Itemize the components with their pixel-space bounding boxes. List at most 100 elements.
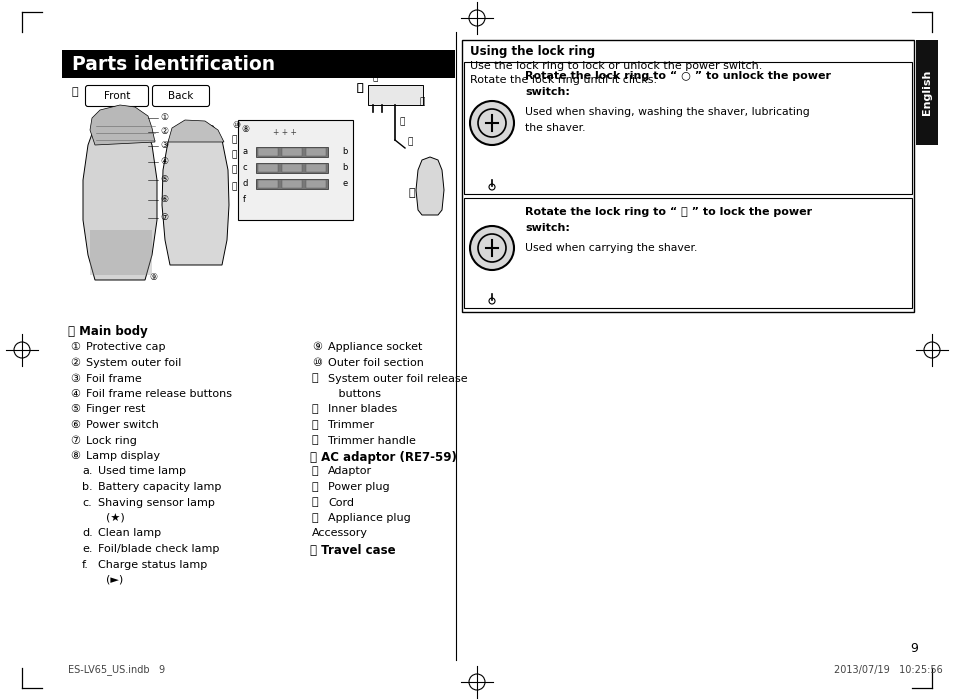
Text: Power plug: Power plug — [328, 482, 389, 492]
Bar — [306, 148, 326, 156]
Text: buttons: buttons — [328, 389, 380, 399]
Text: ⑧: ⑧ — [70, 451, 80, 461]
Text: switch:: switch: — [524, 87, 569, 97]
Text: System outer foil release: System outer foil release — [328, 374, 467, 384]
Text: ②: ② — [70, 358, 80, 368]
Text: Battery capacity lamp: Battery capacity lamp — [98, 482, 221, 492]
Text: ⑮: ⑮ — [312, 466, 318, 477]
Text: System outer foil: System outer foil — [86, 358, 181, 368]
Polygon shape — [416, 157, 443, 215]
Text: ⑨: ⑨ — [312, 342, 322, 353]
Text: Appliance socket: Appliance socket — [328, 342, 422, 353]
Text: Back: Back — [168, 91, 193, 101]
Text: Ⓒ: Ⓒ — [408, 188, 415, 198]
Text: ⑧: ⑧ — [241, 125, 249, 134]
Text: ⑭: ⑭ — [312, 435, 318, 445]
Text: ⑱: ⑱ — [312, 513, 318, 523]
Text: Appliance plug: Appliance plug — [328, 513, 411, 523]
Text: ES-LV65_US.indb   9: ES-LV65_US.indb 9 — [68, 664, 165, 676]
Text: ③: ③ — [70, 374, 80, 384]
Bar — [282, 164, 302, 172]
Polygon shape — [162, 122, 229, 265]
Text: Used time lamp: Used time lamp — [98, 466, 186, 477]
Text: Used when carrying the shaver.: Used when carrying the shaver. — [524, 243, 697, 253]
Text: Ⓑ AC adaptor (RE7-59): Ⓑ AC adaptor (RE7-59) — [310, 451, 456, 464]
Text: ⑭: ⑭ — [232, 183, 237, 192]
Text: ⑦: ⑦ — [160, 214, 168, 223]
Bar — [463, 62, 911, 194]
Text: Front: Front — [104, 91, 130, 101]
Bar — [306, 164, 326, 172]
Text: ⑦: ⑦ — [70, 435, 80, 445]
Text: ⑤: ⑤ — [160, 176, 168, 185]
Text: Parts identification: Parts identification — [71, 55, 274, 74]
Text: Inner blades: Inner blades — [328, 405, 396, 414]
Text: d: d — [243, 179, 248, 188]
Text: ④: ④ — [70, 389, 80, 399]
Text: ④: ④ — [160, 158, 168, 167]
Text: ⑯: ⑯ — [312, 482, 318, 492]
Text: ⑥: ⑥ — [70, 420, 80, 430]
FancyBboxPatch shape — [152, 85, 210, 106]
Bar — [368, 85, 422, 105]
Bar — [463, 198, 911, 308]
Text: the shaver.: the shaver. — [524, 123, 585, 133]
Text: Rotate the lock ring until it clicks.: Rotate the lock ring until it clicks. — [470, 75, 657, 85]
Bar — [62, 50, 455, 78]
Circle shape — [470, 226, 514, 270]
Bar — [282, 148, 302, 156]
Text: ⑩: ⑩ — [312, 358, 322, 368]
Bar — [306, 180, 326, 188]
Text: 2013/07/19   10:25:56: 2013/07/19 10:25:56 — [833, 665, 942, 675]
Text: ⑫: ⑫ — [312, 405, 318, 414]
Text: ⑮: ⑮ — [373, 74, 378, 83]
Bar — [257, 180, 277, 188]
Text: ⑯: ⑯ — [419, 97, 425, 106]
Text: f: f — [243, 195, 246, 204]
Text: (►): (►) — [106, 575, 123, 585]
Text: b: b — [342, 148, 348, 157]
Text: ⑨: ⑨ — [149, 274, 157, 283]
Circle shape — [489, 298, 495, 304]
Text: Outer foil section: Outer foil section — [328, 358, 423, 368]
Text: Power switch: Power switch — [86, 420, 159, 430]
Text: a: a — [243, 148, 248, 157]
Text: switch:: switch: — [524, 223, 569, 233]
Text: English: English — [921, 70, 931, 116]
Text: Lamp display: Lamp display — [86, 451, 160, 461]
Polygon shape — [168, 120, 224, 142]
Text: ⑩: ⑩ — [232, 120, 240, 130]
Text: c: c — [243, 164, 248, 172]
Text: Using the lock ring: Using the lock ring — [470, 46, 595, 59]
Text: Protective cap: Protective cap — [86, 342, 165, 353]
Circle shape — [489, 184, 495, 190]
Text: ⑬: ⑬ — [312, 420, 318, 430]
Text: Used when shaving, washing the shaver, lubricating: Used when shaving, washing the shaver, l… — [524, 107, 809, 117]
Text: ①: ① — [160, 113, 168, 122]
Text: Cord: Cord — [328, 498, 354, 508]
Text: Adaptor: Adaptor — [328, 466, 372, 477]
Bar — [915, 40, 937, 145]
Text: ⑬: ⑬ — [232, 165, 237, 174]
Polygon shape — [90, 105, 154, 145]
Text: Clean lamp: Clean lamp — [98, 528, 161, 538]
Text: Ⓑ: Ⓑ — [356, 83, 363, 93]
Bar — [257, 164, 277, 172]
Text: ⑫: ⑫ — [232, 150, 237, 160]
Text: Trimmer handle: Trimmer handle — [328, 435, 416, 445]
Text: ①: ① — [70, 342, 80, 353]
Text: ⑤: ⑤ — [70, 405, 80, 414]
Text: Accessory: Accessory — [312, 528, 368, 538]
Text: Lock ring: Lock ring — [86, 435, 136, 445]
Text: Ⓒ Travel case: Ⓒ Travel case — [310, 544, 395, 557]
Text: Ⓐ: Ⓐ — [71, 87, 78, 97]
Text: ⑥: ⑥ — [160, 195, 168, 204]
Text: Foil frame release buttons: Foil frame release buttons — [86, 389, 232, 399]
Bar — [282, 180, 302, 188]
Text: Charge status lamp: Charge status lamp — [98, 559, 207, 570]
Text: d.: d. — [82, 528, 92, 538]
Text: ⑰: ⑰ — [399, 118, 405, 127]
Text: ②: ② — [160, 127, 168, 136]
Text: e: e — [342, 179, 348, 188]
Text: c.: c. — [82, 498, 91, 508]
